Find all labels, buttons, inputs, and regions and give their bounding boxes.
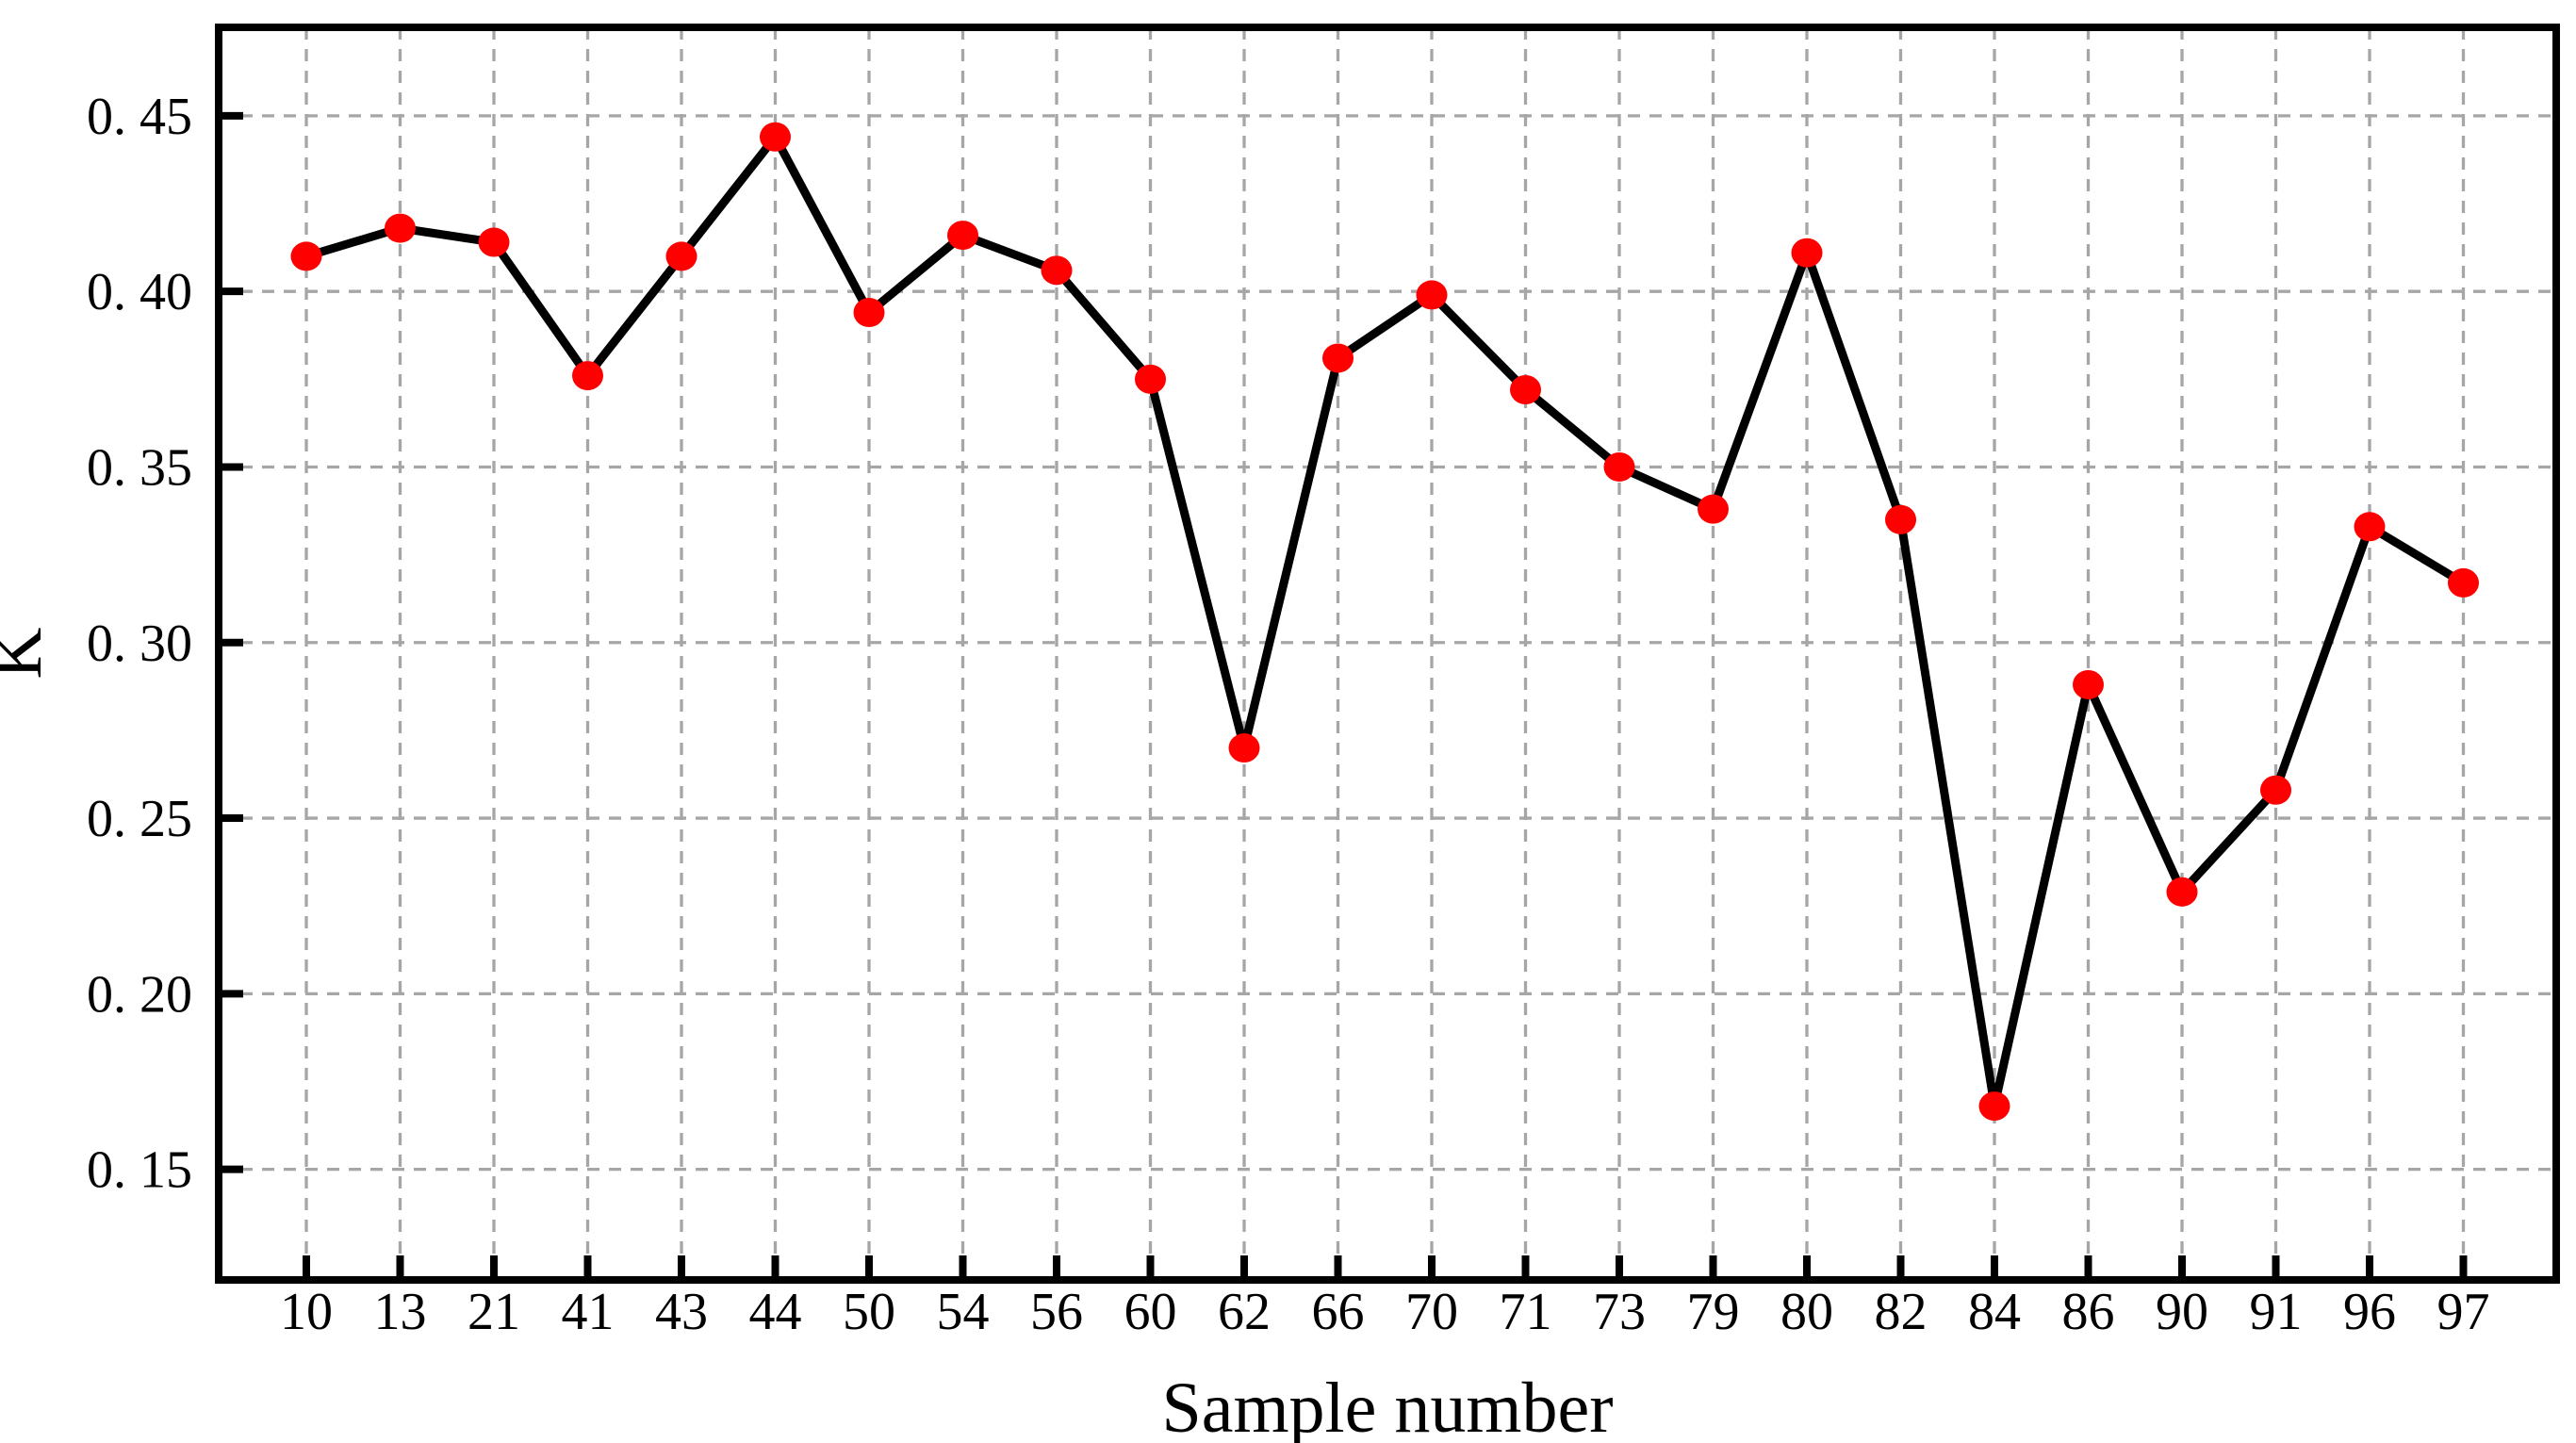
y-tick-label: 0. 25: [87, 790, 192, 848]
y-tick-label: 0. 15: [87, 1141, 192, 1200]
y-tick-label: 0. 30: [87, 615, 192, 673]
x-tick-label: 96: [2343, 1283, 2396, 1341]
x-tick-label: 62: [1218, 1283, 1271, 1341]
x-tick-label: 43: [655, 1283, 708, 1341]
x-tick-label: 50: [843, 1283, 895, 1341]
data-point-marker: [1603, 451, 1635, 482]
data-point-marker: [665, 241, 697, 271]
x-axis-title: Sample number: [1161, 1369, 1613, 1443]
data-point-marker: [478, 227, 510, 257]
x-tick-label: 73: [1593, 1283, 1646, 1341]
data-point-marker: [1885, 504, 1916, 534]
x-tick-label: 80: [1780, 1283, 1833, 1341]
x-tick-label: 84: [1968, 1283, 2021, 1341]
y-tick-labels: 0. 45 0. 40 0. 35 0. 30 0. 25 0. 20 0. 15: [87, 88, 192, 1200]
data-point-marker: [1698, 494, 1729, 524]
data-point-marker: [947, 221, 978, 251]
x-tick-label: 79: [1687, 1283, 1740, 1341]
y-tick-label: 0. 35: [87, 438, 192, 497]
data-point-marker: [2260, 775, 2291, 805]
gridlines-vertical: [304, 27, 2466, 1280]
x-ticks: [303, 1255, 2468, 1280]
x-tick-label: 86: [2062, 1283, 2115, 1341]
data-point-marker: [2354, 512, 2386, 542]
data-point-marker: [853, 298, 885, 328]
data-point-marker: [572, 361, 603, 391]
y-tick-label: 0. 45: [87, 88, 192, 146]
x-tick-label: 90: [2156, 1283, 2208, 1341]
x-tick-label: 13: [374, 1283, 427, 1341]
data-point-marker: [1416, 280, 1448, 310]
series: [290, 122, 2479, 1122]
y-tick-label: 0. 40: [87, 263, 192, 321]
data-point-marker: [1978, 1091, 2010, 1122]
x-tick-label: 70: [1405, 1283, 1458, 1341]
x-tick-label: 82: [1875, 1283, 1928, 1341]
data-point-marker: [2166, 877, 2198, 907]
data-point-marker: [1510, 375, 1541, 405]
data-point-marker: [1228, 733, 1260, 763]
data-point-marker: [2073, 669, 2104, 699]
y-tick-label: 0. 20: [87, 965, 192, 1024]
series-line: [302, 132, 2468, 1111]
x-tick-labels: 10 13 21 41 43 44 50 54 56 60 62 66 70 71 73 79 80 82 84 86…: [280, 1283, 2490, 1341]
x-tick-label: 56: [1030, 1283, 1083, 1341]
data-point-marker: [1791, 238, 1823, 268]
x-tick-label: 54: [937, 1283, 990, 1341]
data-point-marker: [2448, 567, 2479, 598]
data-point-marker: [290, 241, 322, 271]
data-point-marker: [1322, 343, 1354, 373]
data-point-marker: [385, 213, 416, 243]
data-point-marker: [1041, 255, 1073, 286]
data-point-marker: [1135, 364, 1166, 394]
x-tick-label: 66: [1312, 1283, 1365, 1341]
y-axis-title: K: [0, 627, 57, 679]
x-tick-label: 71: [1500, 1283, 1552, 1341]
x-tick-label: 91: [2250, 1283, 2303, 1341]
data-point-marker: [760, 122, 791, 152]
x-tick-label: 60: [1124, 1283, 1177, 1341]
y-ticks: [219, 111, 243, 1173]
plot-border: [215, 24, 2560, 1284]
x-tick-label: 21: [468, 1283, 520, 1341]
gridlines-horizontal: [219, 114, 2556, 1172]
x-tick-label: 41: [562, 1283, 615, 1341]
x-tick-label: 44: [749, 1283, 802, 1341]
x-tick-label: 97: [2437, 1283, 2490, 1341]
x-tick-label: 10: [280, 1283, 333, 1341]
